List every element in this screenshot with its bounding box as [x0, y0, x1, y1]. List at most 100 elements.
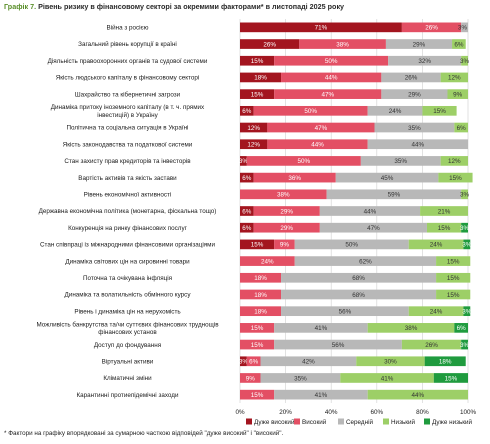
bar-segment	[274, 239, 295, 250]
category-label: Стан співпраці із міжнародними фінансови…	[40, 241, 216, 249]
bar-segment	[274, 89, 382, 99]
x-tick-label: 20%	[279, 409, 292, 416]
bar-segment	[381, 72, 441, 83]
legend-label: Середній	[346, 418, 373, 426]
data-label: 44%	[412, 142, 425, 149]
bar-segment	[461, 189, 468, 200]
bar-segment	[274, 339, 402, 350]
bar-segment	[240, 105, 254, 116]
category-label: Стан захисту прав кредиторів та інвестор…	[64, 157, 191, 165]
data-label: 30%	[384, 359, 397, 366]
data-label: 15%	[447, 258, 460, 265]
data-label: 26%	[405, 75, 418, 82]
data-label: 3%	[239, 359, 249, 366]
bar-segment	[440, 156, 468, 166]
x-tick-label: 100%	[460, 409, 477, 416]
bar-segment	[294, 256, 437, 266]
data-label: 24%	[430, 242, 443, 249]
data-label: 9%	[280, 242, 290, 249]
bar-segment	[440, 72, 468, 83]
data-label: 24%	[261, 258, 274, 265]
data-label: 59%	[388, 192, 401, 199]
bar-segment	[240, 222, 254, 233]
data-label: 15%	[251, 392, 264, 399]
bar-segment	[461, 55, 468, 66]
data-label: 35%	[294, 375, 307, 382]
data-label: 32%	[418, 58, 431, 65]
data-label: 18%	[254, 308, 267, 315]
chart-title-text: Рівень ризику в фінансовому секторі за о…	[38, 2, 345, 11]
category-label: Політична та соціальна ситуація в Україн…	[67, 124, 189, 132]
data-label: 56%	[332, 342, 345, 349]
category-label: Рівень економічної активності	[84, 191, 172, 199]
bar-segment	[299, 39, 386, 49]
bar-segment	[253, 105, 368, 116]
data-label: 15%	[251, 342, 264, 349]
data-label: 24%	[389, 108, 402, 115]
bar-segment	[240, 22, 402, 33]
data-label: 3%	[462, 308, 472, 315]
data-label: 29%	[413, 41, 426, 48]
data-label: 3%	[460, 342, 470, 349]
bar-segment	[433, 373, 468, 383]
data-label: 6%	[242, 175, 252, 182]
bar-segment	[438, 172, 473, 183]
data-label: 6%	[457, 325, 467, 332]
bar-segment	[260, 373, 341, 383]
bar-segment	[240, 122, 268, 133]
bar-segment	[326, 189, 462, 200]
bar-segment	[436, 289, 471, 300]
bar-segment	[447, 89, 468, 99]
data-label: 3%	[462, 242, 472, 249]
legend-label: Низький	[391, 418, 416, 426]
data-label: 50%	[298, 158, 311, 165]
bar-segment	[367, 389, 468, 400]
bar-segment	[240, 356, 247, 367]
data-label: 15%	[447, 292, 460, 299]
bar-segment	[253, 206, 320, 216]
data-label: 6%	[242, 208, 252, 215]
category-label: Державна економічна політика (монетарна,…	[39, 207, 217, 215]
data-label: 18%	[254, 275, 267, 282]
bar-segment	[240, 39, 300, 49]
data-label: 38%	[336, 41, 349, 48]
data-label: 6%	[249, 359, 259, 366]
data-label: 15%	[438, 225, 451, 232]
bar-segment	[240, 206, 254, 216]
legend-swatch	[294, 418, 300, 425]
bar-segment	[246, 356, 261, 367]
bar-segment	[463, 239, 471, 250]
bar-segment	[260, 356, 357, 367]
bar-segment	[454, 122, 468, 133]
bar-segment	[401, 22, 462, 33]
data-label: 47%	[315, 125, 328, 132]
bar-segment	[452, 39, 466, 49]
data-label: 15%	[447, 275, 460, 282]
category-label: Загальний рівень корупції в країні	[78, 40, 177, 48]
legend-swatch	[424, 418, 430, 425]
bar-segment	[240, 373, 261, 383]
x-tick-label: 0%	[235, 409, 245, 416]
data-label: 6%	[242, 108, 252, 115]
bar-segment	[408, 306, 464, 317]
data-label: 3%	[460, 225, 470, 232]
bar-segment	[461, 22, 468, 33]
bar-segment	[436, 272, 471, 283]
bar-segment	[267, 122, 375, 133]
category-label: Карантинні протиепідемічні заходи	[77, 391, 179, 399]
category-label: Якість законодавства та податкової систе…	[63, 140, 193, 148]
data-label: 15%	[445, 375, 458, 382]
data-label: 35%	[394, 158, 407, 165]
bar-segment	[374, 122, 455, 133]
category-label: Можливість банкрутства та/чи суттєвих фі…	[36, 320, 219, 336]
bar-segment	[422, 105, 457, 116]
data-label: 15%	[251, 325, 264, 332]
data-label: 38%	[405, 325, 418, 332]
data-label: 12%	[247, 125, 260, 132]
data-label: 44%	[364, 208, 377, 215]
data-label: 15%	[449, 175, 462, 182]
bar-segment	[240, 256, 295, 266]
bar-segment	[246, 156, 361, 166]
data-label: 26%	[263, 41, 276, 48]
bar-segment	[381, 89, 448, 99]
